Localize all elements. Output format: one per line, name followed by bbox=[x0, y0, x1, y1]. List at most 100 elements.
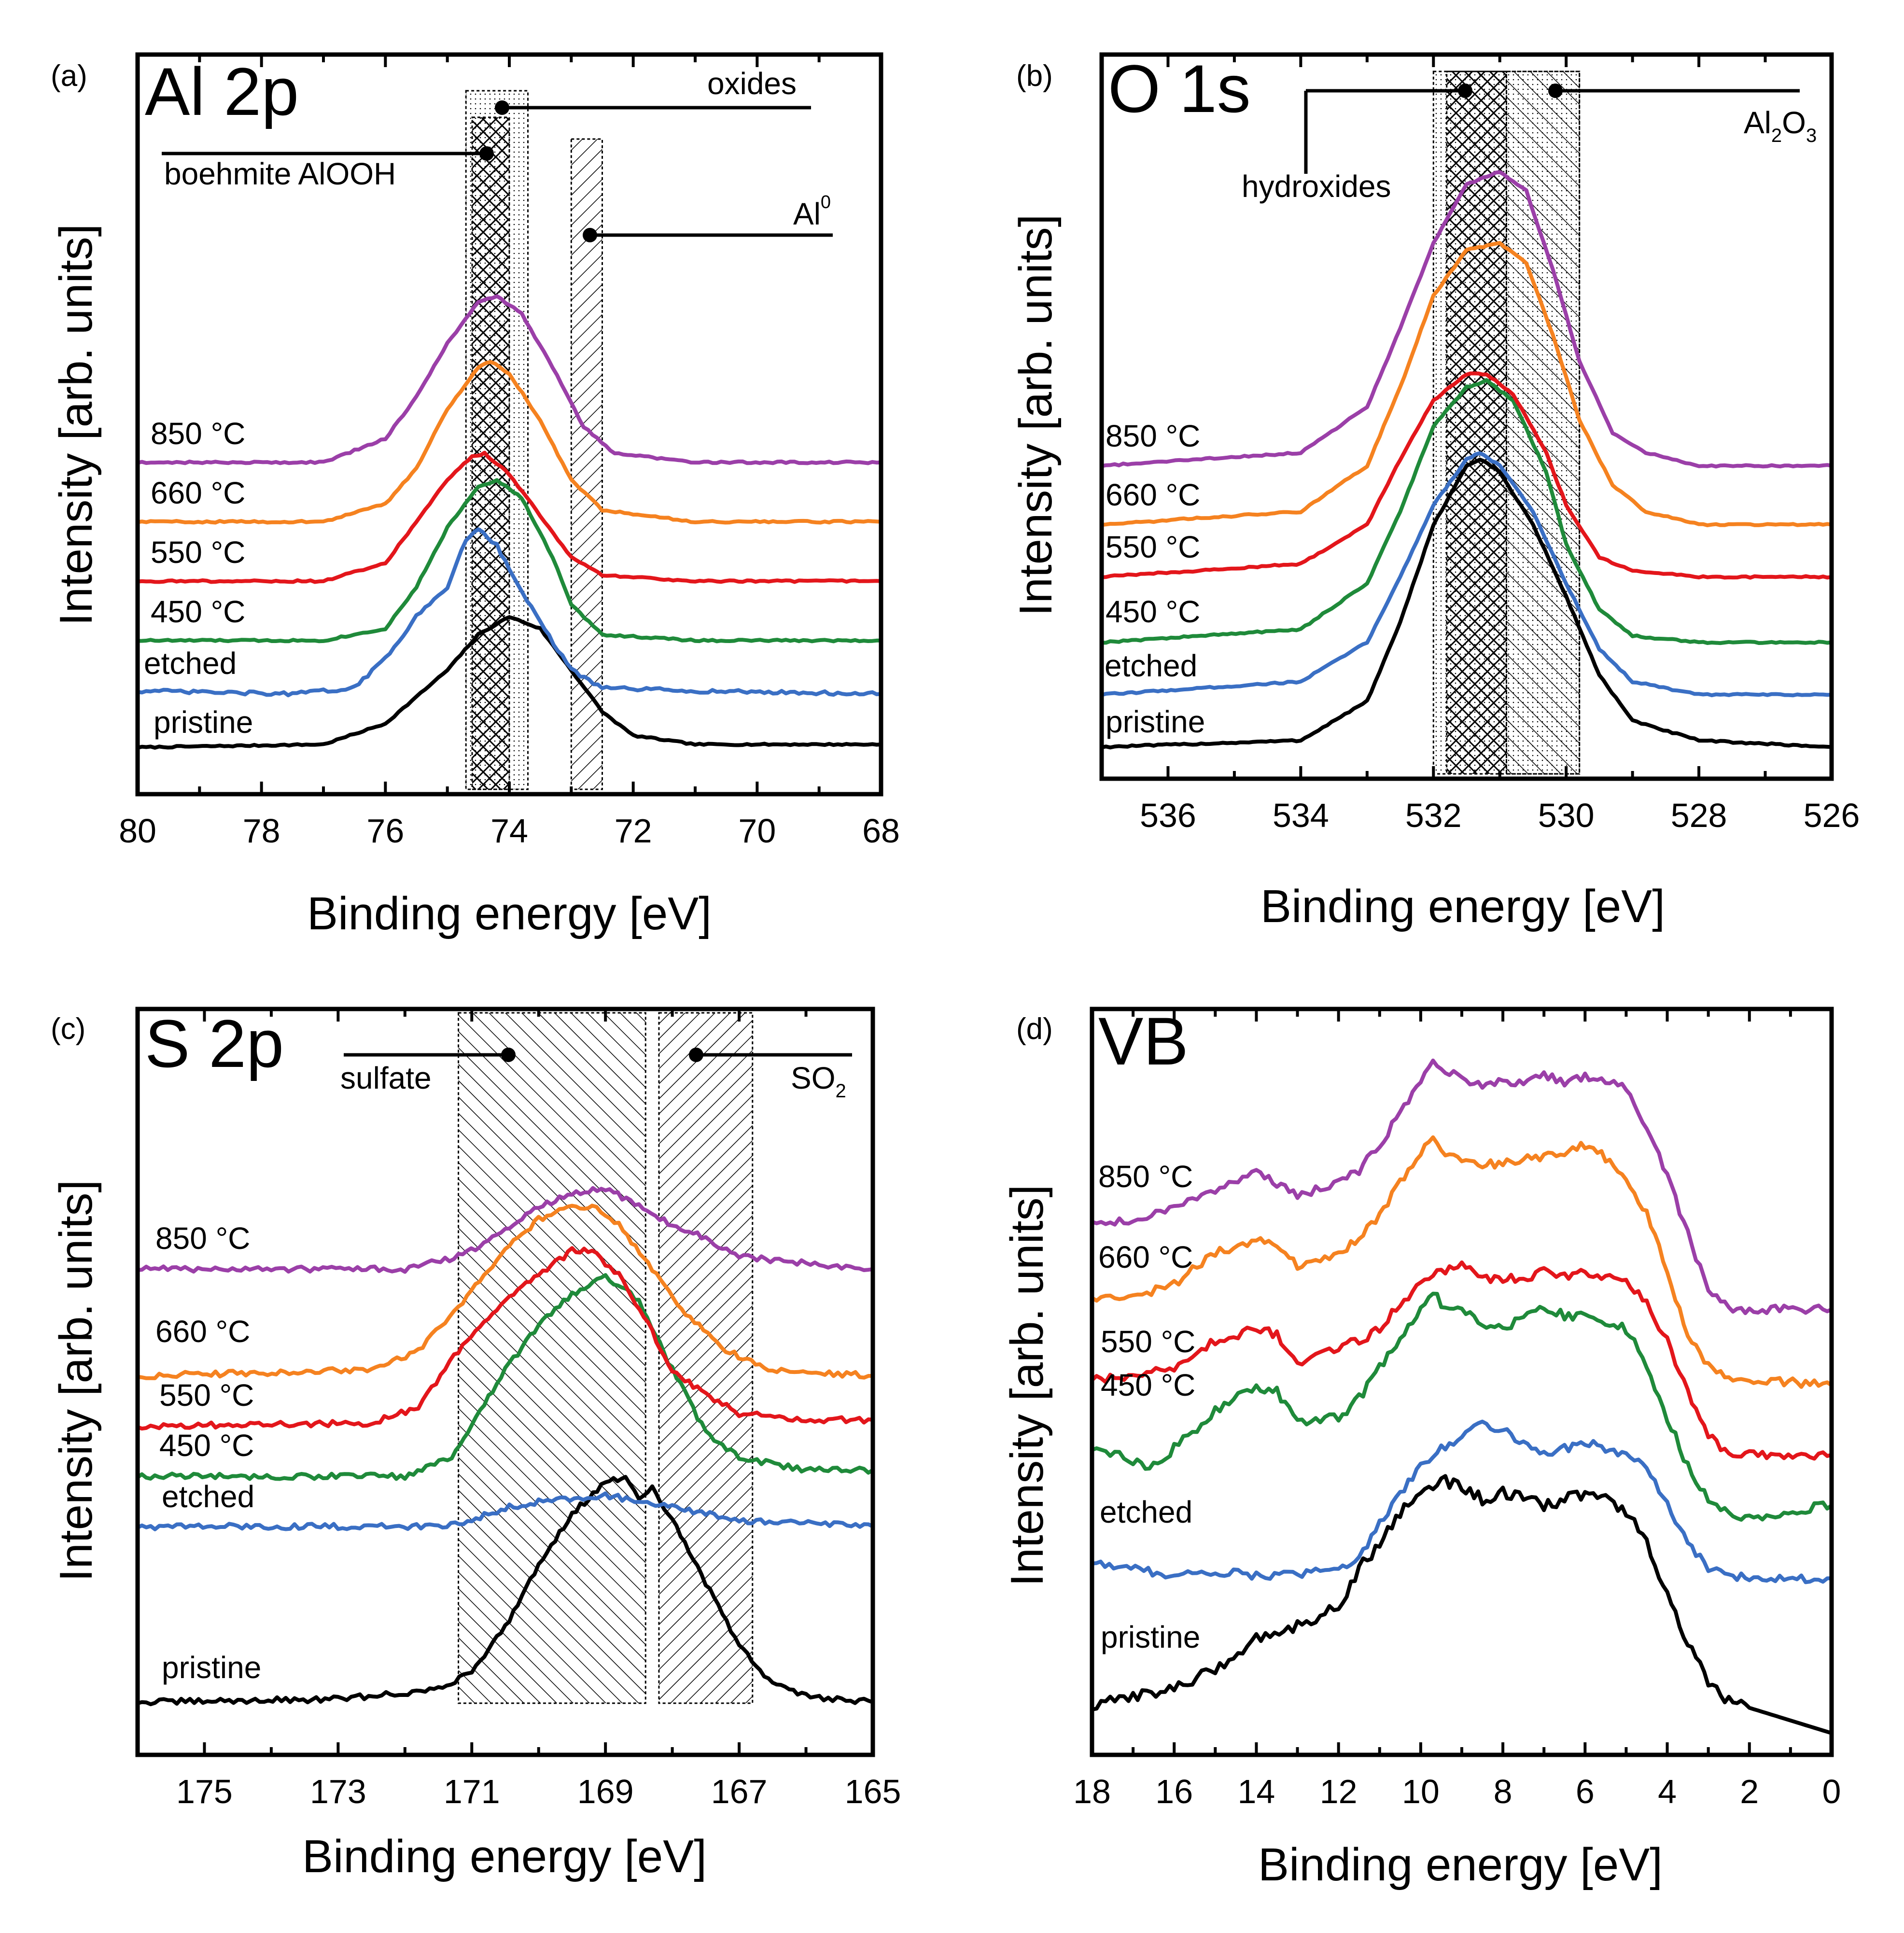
panel-c-series-etched bbox=[136, 1491, 875, 1531]
panel-b-series-labels: pristine etched 450 °C 550 °C 660 °C 850 °C bbox=[1105, 419, 1205, 739]
panel-a-series-850-c bbox=[136, 294, 883, 465]
panel-c-curves bbox=[136, 1186, 875, 1707]
panel-a-boehmite-label: boehmite AlOOH bbox=[164, 156, 396, 191]
panel-d-frame bbox=[1090, 1007, 1834, 1757]
panel-d-label: (d) bbox=[1016, 1012, 1053, 1046]
panel-c-so2-label: SO2 bbox=[791, 1061, 846, 1102]
panel-d-tick-label: 0 bbox=[1822, 1773, 1841, 1810]
panel-d-tick-label: 12 bbox=[1320, 1773, 1358, 1810]
panel-a-ticks: 80 78 76 74 72 70 68 bbox=[119, 55, 900, 850]
panel-c-tick-label: 167 bbox=[711, 1773, 768, 1810]
panel-d-tick-label: 6 bbox=[1576, 1773, 1595, 1810]
panel-b-series-pristine bbox=[1100, 457, 1834, 750]
panel-c-ylabel: Intensity [arb. units] bbox=[50, 1180, 102, 1582]
panel-c-series-660-c bbox=[136, 1204, 875, 1380]
panel-d-tick-label: 2 bbox=[1740, 1773, 1759, 1810]
panel-a-al0-label: Al0 bbox=[793, 192, 831, 231]
panel-c-series-label: pristine bbox=[162, 1650, 261, 1685]
panel-a-band-boehmite-alooh bbox=[471, 116, 510, 790]
panel-c-sulfate-label: sulfate bbox=[340, 1061, 432, 1095]
panel-c-bands bbox=[458, 1012, 754, 1704]
panel-a-series-660-c bbox=[136, 360, 883, 525]
panel-d-tick-label: 4 bbox=[1658, 1773, 1677, 1810]
panel-c-series-labels: pristine etched 450 °C 550 °C 660 °C 850 °C bbox=[155, 1221, 261, 1685]
panel-a-tick-label: 78 bbox=[243, 812, 280, 850]
panel-c-so2-marker bbox=[689, 1048, 703, 1062]
panel-d-title: VB bbox=[1098, 1003, 1189, 1079]
panel-d-series-label: 660 °C bbox=[1098, 1240, 1193, 1275]
panel-d: (d) 18 16 14 12 10 8 6 4 2 0 VB Binding energy [e… bbox=[1001, 1003, 1841, 1891]
panel-d-series-450-c bbox=[1090, 1291, 1834, 1522]
panel-a-title: Al 2p bbox=[145, 54, 299, 129]
panel-b-tick-label: 528 bbox=[1671, 797, 1727, 834]
panel-b-series-label: 450 °C bbox=[1106, 594, 1200, 629]
panel-b-tick-label: 530 bbox=[1538, 797, 1595, 834]
panel-b-tick-label: 534 bbox=[1273, 797, 1329, 834]
panel-a-series-label: etched bbox=[144, 646, 237, 681]
panel-a-tick-label: 72 bbox=[615, 812, 652, 850]
panel-c-series-850-c bbox=[136, 1186, 875, 1274]
panel-a-xlabel: Binding energy [eV] bbox=[307, 888, 712, 939]
panel-c-title: S 2p bbox=[145, 1006, 284, 1081]
panel-a-series-pristine bbox=[136, 615, 883, 750]
panel-a-series-label: 660 °C bbox=[151, 476, 245, 510]
panel-b-series-label: pristine bbox=[1106, 704, 1205, 739]
panel-c-series-pristine bbox=[136, 1475, 875, 1707]
panel-d-tick-label: 16 bbox=[1155, 1773, 1193, 1810]
panel-c-xlabel: Binding energy [eV] bbox=[302, 1831, 707, 1882]
panel-c-tick-label: 171 bbox=[444, 1773, 500, 1810]
panel-c-band-sulfate bbox=[458, 1012, 646, 1704]
panel-a-tick-label: 68 bbox=[862, 812, 900, 850]
panel-b-ticks: 536 534 532 530 528 526 bbox=[1100, 55, 1860, 834]
panel-b-tick-label: 526 bbox=[1804, 797, 1860, 834]
panel-b-series-etched bbox=[1100, 451, 1834, 698]
panel-a-boehmite-marker bbox=[479, 146, 494, 161]
panel-a-tick-label: 70 bbox=[738, 812, 776, 850]
panel-a-tick-label: 80 bbox=[119, 812, 156, 850]
panel-d-series-labels: pristine etched 450 °C 550 °C 660 °C 850 °C bbox=[1098, 1159, 1200, 1654]
panel-d-tick-label: 10 bbox=[1402, 1773, 1440, 1810]
panel-a-band-al0 bbox=[570, 138, 603, 790]
panel-c-tick-label: 173 bbox=[310, 1773, 366, 1810]
panel-b-al2o3-marker bbox=[1548, 84, 1563, 98]
panel-c-series-label: 660 °C bbox=[155, 1314, 250, 1349]
panel-b-band-al2o3 bbox=[1505, 70, 1581, 775]
panel-c-series-label: etched bbox=[162, 1479, 254, 1514]
panel-d-series-label: 550 °C bbox=[1101, 1324, 1195, 1359]
panel-a-tick-label: 76 bbox=[366, 812, 404, 850]
panel-a-series-labels: pristine etched 450 °C 550 °C 660 °C 850 °C bbox=[144, 416, 253, 740]
panel-b-hydroxides-marker bbox=[1458, 84, 1472, 98]
panel-a-series-450-c bbox=[136, 478, 883, 644]
panel-c: (c) 175 173 171 169 167 165 S 2p Binding ener… bbox=[50, 1006, 901, 1882]
panel-b-series-label: etched bbox=[1105, 648, 1197, 683]
panel-c-series-label: 450 °C bbox=[159, 1428, 254, 1463]
panel-a-series-label: 550 °C bbox=[151, 535, 245, 570]
panel-d-series-550-c bbox=[1090, 1260, 1834, 1461]
panel-b: (b) 536 534 532 530 528 526 O 1s Binding ener… bbox=[1010, 51, 1860, 932]
panel-a-al0-marker bbox=[583, 228, 597, 242]
panel-a-ylabel: Intensity [arb. units] bbox=[50, 224, 102, 626]
panel-d-series-label: etched bbox=[1100, 1495, 1192, 1529]
panel-d-curves bbox=[1090, 1058, 1834, 1735]
panel-b-tick-label: 532 bbox=[1405, 797, 1462, 834]
panel-d-series-pristine bbox=[1090, 1474, 1834, 1735]
panel-c-series-label: 850 °C bbox=[155, 1221, 250, 1256]
panel-a-oxides-label: oxides bbox=[707, 66, 797, 101]
panel-b-series-label: 550 °C bbox=[1106, 530, 1200, 564]
panel-d-series-660-c bbox=[1090, 1135, 1834, 1389]
panel-d-tick-label: 18 bbox=[1073, 1773, 1111, 1810]
panel-d-series-label: 850 °C bbox=[1098, 1159, 1193, 1194]
panel-b-title: O 1s bbox=[1108, 51, 1251, 126]
panel-b-frame bbox=[1099, 52, 1834, 781]
panel-b-tick-label: 536 bbox=[1140, 797, 1196, 834]
panel-c-series-label: 550 °C bbox=[159, 1378, 254, 1413]
panel-c-series-550-c bbox=[136, 1246, 875, 1431]
panel-b-xlabel: Binding energy [eV] bbox=[1260, 881, 1665, 932]
panel-c-tick-label: 169 bbox=[577, 1773, 634, 1810]
panel-a-oxides-marker bbox=[495, 100, 509, 115]
panel-b-ylabel: Intensity [arb. units] bbox=[1010, 214, 1062, 616]
panel-c-tick-label: 175 bbox=[176, 1773, 233, 1810]
panel-d-tick-label: 14 bbox=[1238, 1773, 1275, 1810]
panel-b-series-550-c bbox=[1100, 371, 1834, 580]
